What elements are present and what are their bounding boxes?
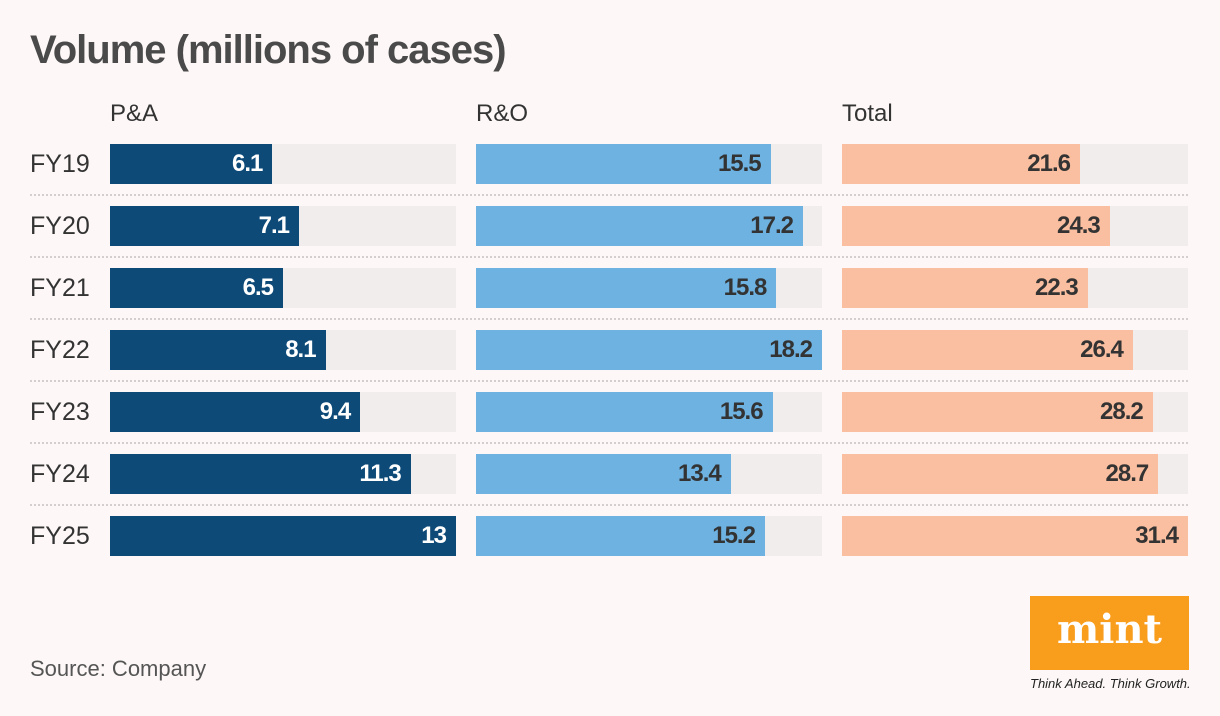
bar: 15.5 xyxy=(476,144,771,184)
bar: 15.2 xyxy=(476,516,765,556)
bar: 15.6 xyxy=(476,392,773,432)
value-label: 11.3 xyxy=(359,460,401,487)
value-label: 17.2 xyxy=(750,212,794,239)
bar-track: 15.5 xyxy=(476,144,822,184)
value-label: 6.1 xyxy=(231,150,263,177)
bar-track: 26.4 xyxy=(842,330,1188,370)
bar: 31.4 xyxy=(842,516,1188,556)
bar-track: 6.5 xyxy=(110,268,456,308)
value-label: 8.1 xyxy=(285,336,316,363)
value-label: 7.1 xyxy=(258,212,290,239)
category-label: FY20 xyxy=(30,212,90,240)
bar: 11.3 xyxy=(110,454,411,494)
bar: 6.5 xyxy=(110,268,283,308)
bar-track: 24.3 xyxy=(842,206,1188,246)
bar: 15.8 xyxy=(476,268,777,308)
bar-track: 9.4 xyxy=(110,392,456,432)
bar: 6.1 xyxy=(110,144,273,184)
row-separator xyxy=(30,194,1188,196)
bar-track: 6.1 xyxy=(110,144,456,184)
category-label: FY24 xyxy=(30,460,90,488)
value-label: 15.2 xyxy=(712,522,756,549)
bar-track: 17.2 xyxy=(476,206,822,246)
bar-track: 11.3 xyxy=(110,454,456,494)
value-label: 21.6 xyxy=(1027,150,1071,177)
bar: 21.6 xyxy=(842,144,1080,184)
bar: 18.2 xyxy=(476,330,822,370)
bar: 28.2 xyxy=(842,392,1153,432)
bar-track: 28.7 xyxy=(842,454,1188,494)
bar: 22.3 xyxy=(842,268,1088,308)
value-label: 15.8 xyxy=(723,274,768,301)
value-label: 13 xyxy=(421,522,447,549)
mint-logo: mint xyxy=(1030,596,1189,670)
column-header: R&O xyxy=(476,100,529,127)
bar: 17.2 xyxy=(476,206,803,246)
column-header: P&A xyxy=(110,100,159,127)
value-label: 31.4 xyxy=(1135,522,1179,549)
bar: 8.1 xyxy=(110,330,326,370)
bar: 26.4 xyxy=(842,330,1133,370)
column-header: Total xyxy=(842,100,893,127)
bar-track: 7.1 xyxy=(110,206,456,246)
value-label: 26.4 xyxy=(1080,336,1124,363)
logo-tagline: Think Ahead. Think Growth. xyxy=(1030,676,1191,691)
value-label: 18.2 xyxy=(769,336,813,363)
row-separator xyxy=(30,256,1188,258)
bar: 7.1 xyxy=(110,206,299,246)
value-label: 6.5 xyxy=(242,274,274,301)
bar-track: 13.4 xyxy=(476,454,822,494)
category-label: FY22 xyxy=(30,336,90,364)
category-label: FY21 xyxy=(30,274,90,302)
value-label: 28.7 xyxy=(1105,460,1150,487)
bar-track: 21.6 xyxy=(842,144,1188,184)
value-label: 15.5 xyxy=(717,150,762,177)
bar-track: 31.4 xyxy=(842,516,1188,556)
row-separator xyxy=(30,380,1188,382)
category-label: FY19 xyxy=(30,150,90,178)
value-label: 9.4 xyxy=(319,398,351,425)
value-label: 15.6 xyxy=(719,398,764,425)
bar: 13.4 xyxy=(476,454,731,494)
bar: 9.4 xyxy=(110,392,361,432)
category-label: FY23 xyxy=(30,398,90,426)
bar: 24.3 xyxy=(842,206,1110,246)
row-separator xyxy=(30,442,1188,444)
row-separator xyxy=(30,318,1188,320)
value-label: 24.3 xyxy=(1057,212,1101,239)
bar-track: 18.2 xyxy=(476,330,822,370)
bar: 13 xyxy=(110,516,456,556)
bar-track: 28.2 xyxy=(842,392,1188,432)
chart-title: Volume (millions of cases) xyxy=(30,28,507,72)
bar-track: 15.6 xyxy=(476,392,822,432)
value-label: 22.3 xyxy=(1035,274,1079,301)
bar-track: 15.8 xyxy=(476,268,822,308)
bar-track: 22.3 xyxy=(842,268,1188,308)
bar-track: 15.2 xyxy=(476,516,822,556)
bar-track: 13 xyxy=(110,516,456,556)
bar-track: 8.1 xyxy=(110,330,456,370)
row-separator xyxy=(30,504,1188,506)
value-label: 13.4 xyxy=(678,460,722,487)
category-label: FY25 xyxy=(30,522,90,550)
bar: 28.7 xyxy=(842,454,1159,494)
value-label: 28.2 xyxy=(1100,398,1144,425)
source-note: Source: Company xyxy=(30,656,207,681)
